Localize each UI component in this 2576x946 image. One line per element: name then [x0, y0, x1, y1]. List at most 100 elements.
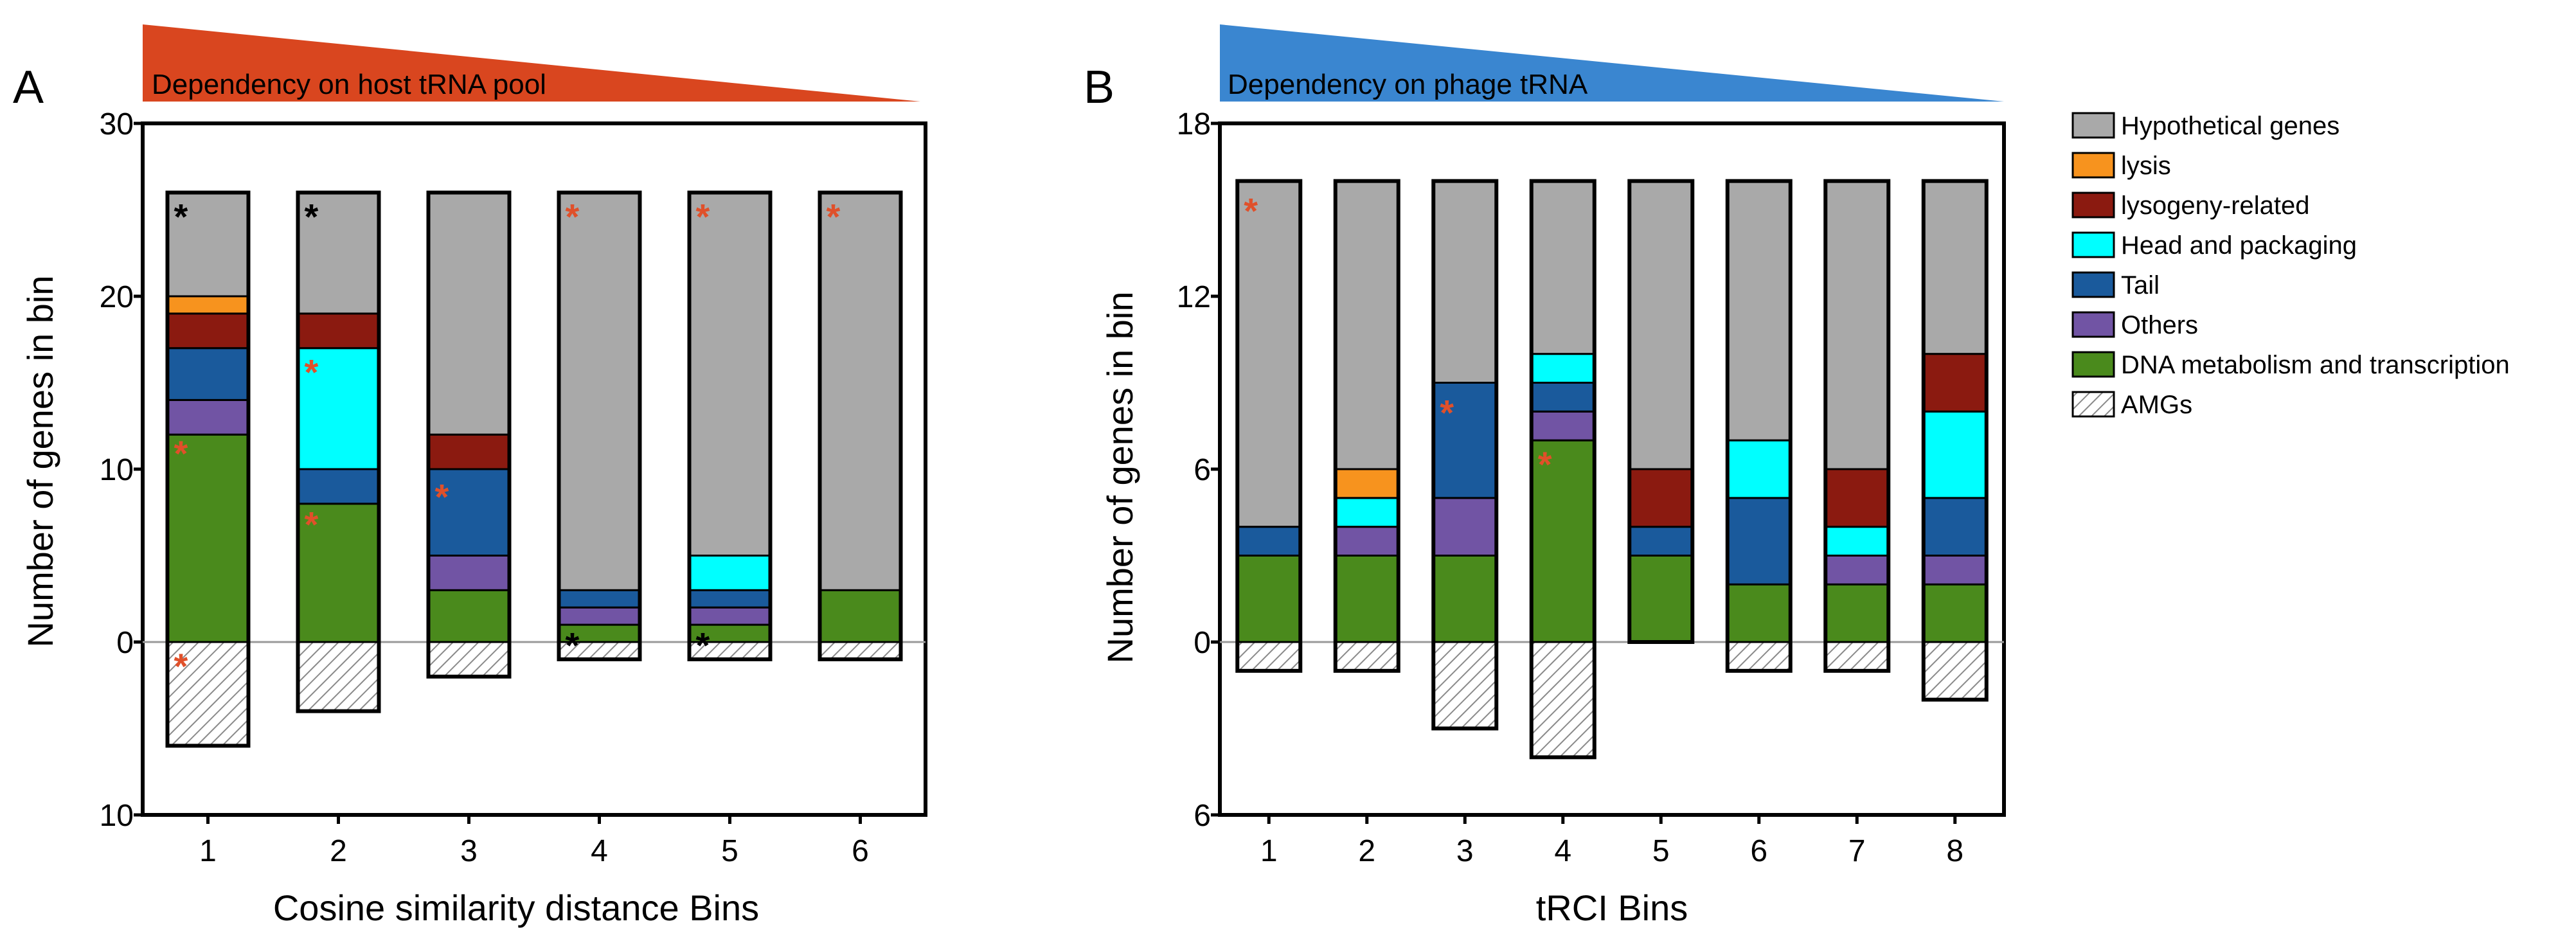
legend-swatch-tail [2071, 271, 2115, 298]
legend-label-lysogeny-related: lysogeny-related [2121, 192, 2310, 220]
panel-b-bar-8-hypothetical-genes [1922, 180, 1988, 355]
panel-a-bar-3-amgs [427, 641, 510, 678]
panel-a-significance-star: * [174, 646, 188, 686]
panel-a-y-axis-title: Number of genes in bin [20, 275, 60, 647]
panel-a-banner-text: Dependency on host tRNA pool [152, 69, 546, 100]
panel-a-bar-1-lysis [166, 295, 249, 315]
panel-a-bar-2-outline [296, 190, 381, 713]
panel-a-bar-2-dna-metabolism-and-transcription [297, 503, 380, 643]
panel-a-bar-1-lysogeny-related [166, 312, 249, 350]
panel-b-bar-4-others [1530, 410, 1596, 442]
panel-a-letter: A [13, 62, 44, 113]
panel-b-bar-1-hypothetical-genes [1236, 180, 1301, 528]
panel-a-significance-star: * [174, 197, 188, 237]
legend-label-others: Others [2121, 311, 2198, 339]
panel-b-x-tick-label: 2 [1358, 834, 1375, 868]
panel-b-bar-5-outline [1627, 179, 1695, 644]
panel-a-significance-star: * [174, 433, 188, 474]
panel-a-bar-1-outline [165, 190, 251, 748]
panel-b-x-axis-title: tRCI Bins [1536, 888, 1688, 928]
panel-b-x-tick-label: 7 [1848, 834, 1866, 868]
legend-label-head-and-packaging: Head and packaging [2121, 231, 2357, 260]
panel-b-significance-star: * [1244, 191, 1258, 231]
panel-b-x-tick-label: 3 [1456, 834, 1474, 868]
panel-b-bar-5-hypothetical-genes [1628, 180, 1694, 470]
panel-a-bar-6-outline [818, 190, 903, 661]
legend-swatch-lysogeny-related [2071, 192, 2115, 219]
panel-b-bar-3-outline [1431, 179, 1499, 731]
panel-b-y-axis-title: Number of genes in bin [1100, 291, 1140, 663]
legend-swatch-amgs [2071, 391, 2115, 418]
panel-b-bar-6-hypothetical-genes [1726, 180, 1792, 442]
panel-a-bar-5-hypothetical-genes [688, 192, 771, 557]
legend: Hypothetical genes lysis lysogeny-related H… [2071, 112, 2510, 419]
panel-a-bar-3-outline [426, 190, 512, 679]
panel-b-bar-6-head-and-packaging [1726, 439, 1792, 499]
panel-a-frame [141, 121, 927, 817]
panel-b-bar-7-dna-metabolism-and-transcription [1824, 583, 1890, 643]
panel-a-bar-4-hypothetical-genes [558, 192, 641, 591]
panel-b-bar-2-dna-metabolism-and-transcription [1334, 555, 1400, 643]
panel-b-bar-8-dna-metabolism-and-transcription [1922, 583, 1988, 643]
panel-a-x-tick-label: 4 [591, 834, 608, 868]
panel-b-bar-7-lysogeny-related [1824, 468, 1890, 528]
panel-a-x-tick-label: 3 [460, 834, 478, 868]
panel-a-significance-star: * [305, 352, 319, 393]
panel-a-significance-star: * [827, 197, 841, 237]
legend-label-dna-metabolism-and-transcription: DNA metabolism and transcription [2121, 351, 2510, 379]
panel-a-bar-4-others [558, 606, 641, 626]
panel-b-bar-8-others [1922, 555, 1988, 585]
panel-a-y-tick-label: 20 [100, 280, 134, 314]
panel-b-y-tick-label: 6 [1194, 799, 1211, 833]
panel-a-bar-1-others [166, 398, 249, 436]
panel-b-banner [1220, 24, 2004, 102]
panel-b-bar-1-amgs [1236, 641, 1301, 672]
panel-b-bar-8-amgs [1922, 641, 1988, 701]
panel-a-significance-star: * [305, 197, 319, 237]
panel-b-bar-8-tail [1922, 497, 1988, 557]
panel-a-bar-6-hypothetical-genes [819, 192, 902, 591]
panel-b-bar-4-head-and-packaging [1530, 353, 1596, 384]
panel-b-y-tick-label: 18 [1177, 107, 1211, 141]
panel-b-x-tick-label: 6 [1750, 834, 1767, 868]
panel-b-bar-8-head-and-packaging [1922, 410, 1988, 499]
panel-b: B Dependency on phage tRNA tRCI Bins Num… [1084, 24, 2006, 928]
panel-b-bar-7-amgs [1824, 641, 1890, 672]
panel-b-bar-3-others [1432, 497, 1498, 557]
legend-label-amgs: AMGs [2121, 391, 2192, 419]
panel-a-bar-2-hypothetical-genes [297, 192, 380, 315]
panel-b-x-tick-label: 4 [1554, 834, 1571, 868]
panel-a-bar-2-tail [297, 468, 380, 505]
panel-b-bar-4-hypothetical-genes [1530, 180, 1596, 355]
panel-a-bar-2-lysogeny-related [297, 312, 380, 350]
panel-a-bar-2-head-and-packaging [297, 347, 380, 470]
panel-b-bar-5-lysogeny-related [1628, 468, 1694, 528]
panel-b-bar-1-outline [1235, 179, 1303, 673]
legend-label-lysis: lysis [2121, 152, 2171, 180]
legend-swatch-lysis [2071, 152, 2115, 179]
panel-b-bar-2-hypothetical-genes [1334, 180, 1400, 470]
panel-a-x-axis-title: Cosine similarity distance Bins [273, 888, 759, 928]
panel-a-significance-star: * [696, 625, 710, 666]
panel-b-bar-2-others [1334, 526, 1400, 557]
panel-b-bar-2-lysis [1334, 468, 1400, 499]
legend-swatch-hypothetical-genes [2071, 112, 2115, 139]
panel-a-x-tick-label: 6 [852, 834, 869, 868]
panel-a-bar-3-others [427, 555, 510, 591]
panel-b-bar-6-dna-metabolism-and-transcription [1726, 583, 1792, 643]
panel-b-y-tick-label: 0 [1194, 626, 1211, 660]
panel-b-bar-4-amgs [1530, 641, 1596, 758]
panel-a-y-tick-label: 10 [100, 799, 134, 833]
panel-b-bar-2-outline [1333, 179, 1400, 673]
panel-a-bar-4-outline [557, 190, 642, 661]
panel-b-significance-star: * [1538, 444, 1552, 485]
panel-a-x-tick-label: 2 [330, 834, 347, 868]
panel-a-bar-4-tail [558, 589, 641, 609]
panel-a-y-tick-label: 0 [116, 626, 134, 660]
panel-b-y-tick-label: 6 [1194, 453, 1211, 487]
panel-a-x-tick-label: 5 [721, 834, 738, 868]
panel-b-bar-1-dna-metabolism-and-transcription [1236, 555, 1301, 643]
panel-b-bar-2-head-and-packaging [1334, 497, 1400, 528]
panel-a-x-tick-label: 1 [199, 834, 217, 868]
panel-b-x-tick-label: 5 [1652, 834, 1670, 868]
